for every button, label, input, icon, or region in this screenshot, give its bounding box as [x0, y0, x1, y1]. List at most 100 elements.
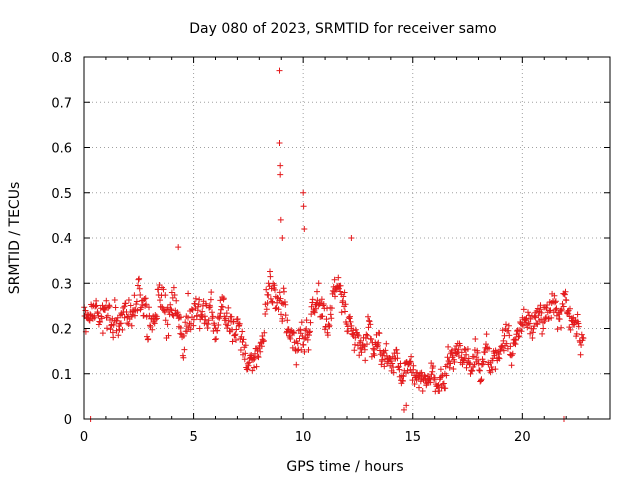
data-point — [446, 364, 453, 371]
data-point — [335, 274, 342, 281]
data-point — [161, 307, 168, 314]
data-point — [341, 289, 348, 296]
data-point — [232, 331, 239, 338]
data-point — [185, 290, 192, 297]
data-point — [520, 306, 527, 313]
data-point — [342, 301, 349, 308]
data-point — [368, 336, 375, 343]
data-point — [328, 315, 335, 322]
data-point — [406, 358, 413, 365]
data-point — [276, 140, 283, 146]
data-point — [102, 307, 108, 313]
data-point — [225, 304, 232, 311]
data-point — [338, 309, 345, 316]
data-point — [152, 312, 159, 318]
data-point — [563, 297, 570, 304]
data-point — [137, 292, 144, 298]
data-point — [219, 304, 226, 310]
plot-frame — [83, 56, 611, 420]
data-point — [267, 268, 273, 275]
data-point — [205, 321, 212, 328]
data-point — [286, 332, 293, 339]
data-point — [140, 312, 147, 319]
data-point — [164, 321, 171, 328]
data-point — [199, 308, 206, 315]
data-point — [145, 336, 152, 342]
data-point — [224, 322, 231, 329]
data-point — [277, 216, 284, 223]
data-point — [371, 352, 378, 359]
x-tick-label: 15 — [404, 430, 421, 445]
data-point — [355, 332, 362, 339]
data-point — [294, 340, 301, 347]
data-point — [170, 284, 177, 291]
data-point — [300, 341, 307, 348]
data-point — [121, 303, 128, 310]
data-point — [371, 346, 378, 353]
data-point — [272, 286, 278, 293]
data-point — [275, 306, 282, 313]
data-point — [562, 288, 569, 295]
data-point — [205, 317, 212, 324]
data-point — [91, 314, 98, 321]
data-point — [340, 293, 347, 300]
data-point — [177, 330, 184, 337]
data-point — [157, 297, 163, 304]
data-point — [99, 330, 106, 337]
data-point — [174, 311, 181, 318]
points-layer — [81, 67, 587, 422]
data-point — [196, 325, 203, 332]
data-point — [399, 378, 406, 384]
data-point — [101, 305, 108, 312]
data-point — [500, 347, 507, 354]
data-point — [133, 298, 140, 305]
data-point — [132, 312, 138, 319]
data-point — [276, 289, 283, 296]
data-point — [315, 280, 322, 287]
data-point — [149, 326, 156, 333]
data-point — [537, 302, 544, 309]
data-point — [167, 301, 174, 308]
data-point — [207, 296, 214, 303]
data-point — [551, 292, 558, 299]
data-point — [195, 303, 201, 310]
data-point — [187, 326, 194, 333]
data-point — [540, 325, 547, 332]
data-point — [348, 322, 355, 329]
data-point — [524, 324, 531, 331]
data-point — [455, 346, 462, 353]
data-point — [400, 373, 407, 380]
data-point — [526, 320, 533, 327]
y-tick-label: 0.6 — [51, 142, 72, 157]
data-point — [223, 310, 230, 317]
data-point — [318, 296, 325, 303]
data-point — [415, 373, 422, 380]
data-point — [111, 297, 118, 303]
data-point — [287, 335, 294, 342]
data-point — [121, 314, 128, 321]
data-point — [281, 288, 287, 295]
data-point — [143, 313, 150, 320]
data-point — [375, 339, 382, 346]
data-point — [267, 273, 274, 280]
data-point — [103, 297, 110, 304]
data-point — [188, 306, 195, 313]
data-point — [233, 326, 240, 333]
data-point — [173, 297, 180, 304]
data-point — [396, 366, 403, 373]
data-point — [154, 315, 160, 322]
data-point — [474, 349, 481, 356]
data-point — [445, 343, 452, 350]
data-point — [175, 244, 182, 251]
data-point — [480, 361, 486, 368]
data-point — [529, 329, 536, 336]
data-point — [160, 286, 167, 293]
data-point — [298, 319, 305, 326]
data-point — [152, 316, 159, 323]
data-point — [352, 341, 358, 348]
data-point — [118, 320, 124, 327]
data-point — [348, 235, 355, 241]
data-point — [263, 306, 270, 313]
data-point — [165, 332, 172, 339]
data-point — [403, 402, 410, 409]
